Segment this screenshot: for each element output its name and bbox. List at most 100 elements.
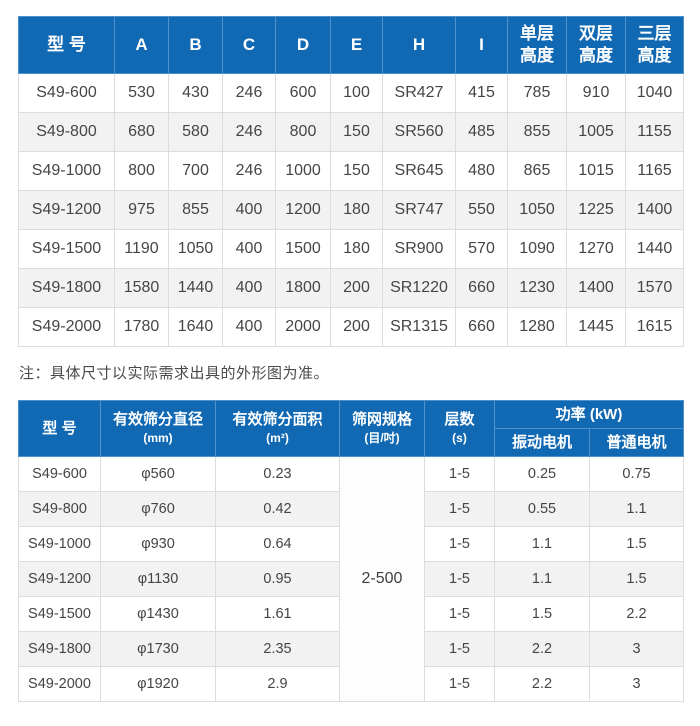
column-header-label: 有效筛分直径 (112, 411, 203, 429)
value-cell: 0.23 (215, 456, 340, 492)
table-row: S49-1500 φ1430 1.61 1-5 1.5 2.2 (18, 596, 685, 632)
value-cell: 660 (455, 307, 508, 347)
column-header-label: 振动电机 (511, 433, 572, 451)
column-header: 筛网规格 (目/吋) (339, 400, 425, 457)
value-cell: 400 (222, 190, 276, 230)
column-header: 普通电机 (588, 428, 685, 457)
column-header-label: 功率 (kW) (555, 405, 623, 423)
value-cell: 660 (455, 268, 508, 308)
value-cell: 1-5 (424, 491, 495, 527)
value-cell: φ1920 (100, 666, 216, 702)
value-cell: 200 (330, 307, 383, 347)
column-header: 三层 高度 (625, 16, 684, 74)
value-cell: φ930 (100, 526, 216, 562)
value-cell: 975 (114, 190, 169, 230)
table-row: S49-600 φ560 0.23 2-500 1-5 0.25 0.75 (18, 456, 685, 702)
value-cell: 246 (222, 73, 276, 113)
value-cell: 150 (330, 151, 383, 191)
merged-value-cell: 2-500 (339, 456, 425, 702)
model-cell: S49-1500 (18, 229, 115, 269)
value-cell: 430 (168, 73, 223, 113)
model-cell: S49-2000 (18, 307, 115, 347)
table-row: S49-2000 φ1920 2.9 1-5 2.2 3 (18, 666, 685, 702)
column-header-label: H (412, 34, 426, 54)
model-cell: S49-1800 (18, 268, 115, 308)
value-cell: 415 (455, 73, 508, 113)
column-header: C (222, 16, 276, 74)
value-cell: 1050 (168, 229, 223, 269)
value-cell: 1280 (507, 307, 567, 347)
value-cell: 150 (330, 112, 383, 152)
model-cell: S49-800 (18, 112, 115, 152)
value-cell: 1-5 (424, 456, 495, 492)
value-cell: 1050 (507, 190, 567, 230)
column-header-unit: (s) (452, 431, 467, 446)
model-cell: S49-1000 (18, 151, 115, 191)
value-cell: 180 (330, 190, 383, 230)
value-cell: 2.2 (494, 666, 590, 702)
value-cell: 0.95 (215, 561, 340, 597)
value-cell: 570 (455, 229, 508, 269)
value-cell: 1400 (566, 268, 626, 308)
column-header: B (168, 16, 223, 74)
value-cell: 1440 (625, 229, 684, 269)
model-cell: S49-1200 (18, 190, 115, 230)
value-cell: 1230 (507, 268, 567, 308)
column-header: 功率 (kW) (493, 400, 685, 429)
column-header: 型 号 (18, 400, 101, 457)
table-row: S49-1000 800 700 246 1000 150 SR645 480 865 1015 1… (18, 151, 684, 191)
value-cell: 680 (114, 112, 169, 152)
value-cell: 0.64 (215, 526, 340, 562)
model-cell: S49-600 (18, 73, 115, 113)
table-row: S49-800 680 580 246 800 150 SR560 485 855 1005 115… (18, 112, 684, 152)
value-cell: 400 (222, 229, 276, 269)
value-cell: SR560 (382, 112, 456, 152)
value-cell: 1040 (625, 73, 684, 113)
table-row: S49-600 530 430 246 600 100 SR427 415 785 910 1040 (18, 73, 684, 113)
value-cell: 1-5 (424, 596, 495, 632)
model-cell: S49-1500 (18, 596, 101, 632)
value-cell: 2.35 (215, 631, 340, 667)
value-cell: SR747 (382, 190, 456, 230)
value-cell: 865 (507, 151, 567, 191)
value-cell: SR1220 (382, 268, 456, 308)
value-cell: 0.42 (215, 491, 340, 527)
column-header-unit: (mm) (143, 431, 173, 446)
model-cell: S49-1800 (18, 631, 101, 667)
column-header: 有效筛分直径 (mm) (100, 400, 216, 457)
column-header-label: 型 号 (47, 34, 86, 54)
dimension-table: 型 号 A B C D E H I 单层 高度 双层 高度 三层 高度 S49-600 530 430 24… (18, 16, 684, 347)
value-cell: 0.55 (494, 491, 590, 527)
value-cell: 2.2 (494, 631, 590, 667)
value-cell: 1440 (168, 268, 223, 308)
value-cell: 1.1 (588, 491, 685, 527)
value-cell: 246 (222, 151, 276, 191)
table-row: S49-1200 975 855 400 1200 180 SR747 550 1050 1225… (18, 190, 684, 230)
value-cell: 1200 (275, 190, 331, 230)
column-header: D (275, 16, 331, 74)
value-cell: 580 (168, 112, 223, 152)
value-cell: 1445 (566, 307, 626, 347)
column-header-label: 普通电机 (606, 433, 667, 451)
column-header-label: 双层 高度 (579, 23, 613, 65)
value-cell: 1165 (625, 151, 684, 191)
value-cell: 1155 (625, 112, 684, 152)
table-row: S49-1200 φ1130 0.95 1-5 1.1 1.5 (18, 561, 685, 597)
value-cell: 785 (507, 73, 567, 113)
value-cell: 400 (222, 268, 276, 308)
value-cell: 1.1 (494, 526, 590, 562)
value-cell: SR645 (382, 151, 456, 191)
value-cell: 1.5 (494, 596, 590, 632)
value-cell: 1005 (566, 112, 626, 152)
value-cell: 1615 (625, 307, 684, 347)
value-cell: 480 (455, 151, 508, 191)
table-row: S49-1000 φ930 0.64 1-5 1.1 1.5 (18, 526, 685, 562)
value-cell: SR427 (382, 73, 456, 113)
value-cell: 180 (330, 229, 383, 269)
value-cell: φ1130 (100, 561, 216, 597)
value-cell: 910 (566, 73, 626, 113)
column-header: 层数 (s) (424, 400, 495, 457)
value-cell: 1580 (114, 268, 169, 308)
value-cell: 855 (507, 112, 567, 152)
